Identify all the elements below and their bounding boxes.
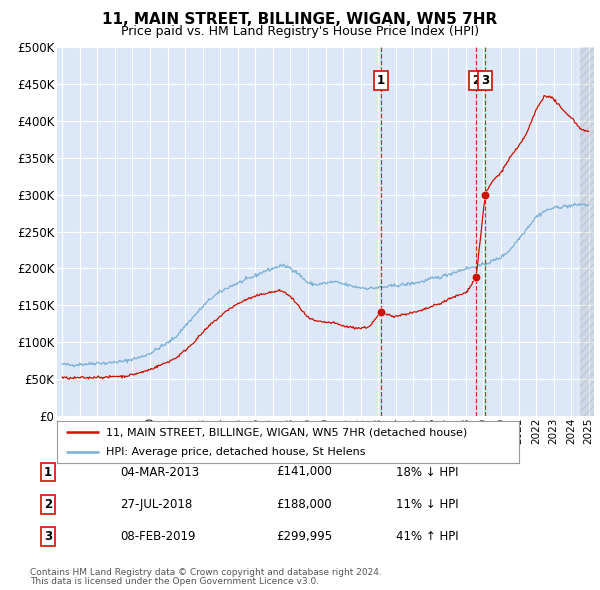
Text: Price paid vs. HM Land Registry's House Price Index (HPI): Price paid vs. HM Land Registry's House … (121, 25, 479, 38)
Text: 11% ↓ HPI: 11% ↓ HPI (396, 498, 458, 511)
Text: 41% ↑ HPI: 41% ↑ HPI (396, 530, 458, 543)
Text: This data is licensed under the Open Government Licence v3.0.: This data is licensed under the Open Gov… (30, 577, 319, 586)
Text: 11, MAIN STREET, BILLINGE, WIGAN, WN5 7HR (detached house): 11, MAIN STREET, BILLINGE, WIGAN, WN5 7H… (106, 427, 467, 437)
Bar (580, 47, 594, 416)
Text: 1: 1 (377, 74, 385, 87)
Text: 3: 3 (44, 530, 52, 543)
Text: £299,995: £299,995 (276, 530, 332, 543)
Text: Contains HM Land Registry data © Crown copyright and database right 2024.: Contains HM Land Registry data © Crown c… (30, 568, 382, 576)
Text: HPI: Average price, detached house, St Helens: HPI: Average price, detached house, St H… (106, 447, 365, 457)
Text: £188,000: £188,000 (276, 498, 332, 511)
Text: 04-MAR-2013: 04-MAR-2013 (120, 466, 199, 478)
Text: 27-JUL-2018: 27-JUL-2018 (120, 498, 192, 511)
Text: 08-FEB-2019: 08-FEB-2019 (120, 530, 196, 543)
Text: 3: 3 (481, 74, 489, 87)
Text: 1: 1 (44, 466, 52, 478)
Text: 18% ↓ HPI: 18% ↓ HPI (396, 466, 458, 478)
Text: £141,000: £141,000 (276, 466, 332, 478)
Text: 11, MAIN STREET, BILLINGE, WIGAN, WN5 7HR: 11, MAIN STREET, BILLINGE, WIGAN, WN5 7H… (103, 12, 497, 27)
Text: 2: 2 (472, 74, 480, 87)
Text: 2: 2 (44, 498, 52, 511)
